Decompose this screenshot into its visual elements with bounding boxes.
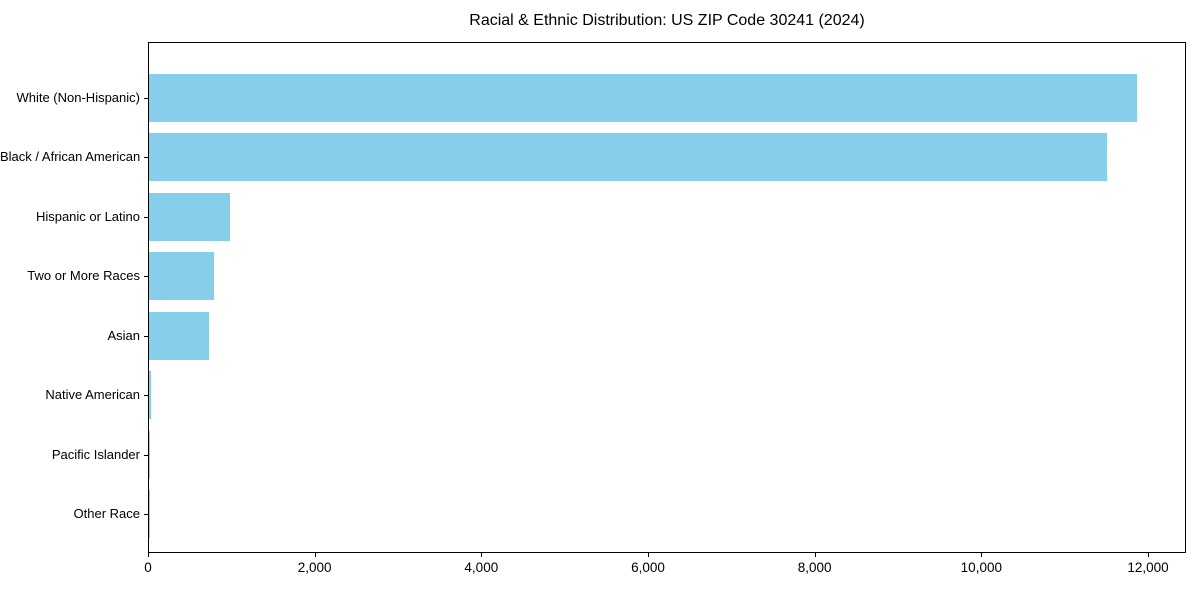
x-axis-tick-label: 12,000 [1127,560,1169,575]
x-axis-tick [814,553,816,557]
y-axis-label: Other Race [73,506,140,522]
y-axis-label: Pacific Islander [51,446,140,462]
y-axis-tick [144,395,148,397]
y-axis-label: Hispanic or Latino [35,208,140,224]
y-axis-tick [144,157,148,159]
x-axis-tick-label: 2,000 [297,560,332,575]
y-axis-label: Asian [107,327,140,343]
y-axis-tick [144,97,148,99]
x-axis-tick-label: 10,000 [960,560,1002,575]
x-axis-tick-label: 8,000 [797,560,832,575]
y-axis-label: Two or More Races [27,268,140,284]
y-axis-tick [144,454,148,456]
x-axis-tick [981,553,983,557]
bar-two-or-more-races [149,252,215,301]
x-axis-tick [1148,553,1149,557]
x-axis-tick [481,553,483,557]
x-axis-tick-label: 6,000 [631,560,665,575]
bar-white-non-hispanic [149,73,1137,122]
x-axis-tick [648,553,649,557]
bar-native-american [149,371,151,420]
y-axis-label: Black / African American [0,149,141,165]
bar-hispanic-or-latino [149,192,230,241]
y-axis-label: Native American [45,387,140,403]
bar-other-race [149,490,150,539]
chart-title: Racial & Ethnic Distribution: US ZIP Cod… [469,12,865,29]
x-axis-tick [314,553,316,557]
y-axis-tick [144,335,148,337]
y-axis-tick [144,514,148,516]
y-axis-tick [144,276,148,278]
x-axis-tick-label: 0 [144,560,152,575]
bar-black-african-american [149,133,1108,182]
y-axis-tick [144,216,148,218]
y-axis-label: White (Non-Hispanic) [16,89,140,105]
x-axis-tick [148,553,149,557]
x-axis-tick-label: 4,000 [464,560,499,575]
bar-asian [149,311,209,360]
plot-area [148,42,1186,553]
